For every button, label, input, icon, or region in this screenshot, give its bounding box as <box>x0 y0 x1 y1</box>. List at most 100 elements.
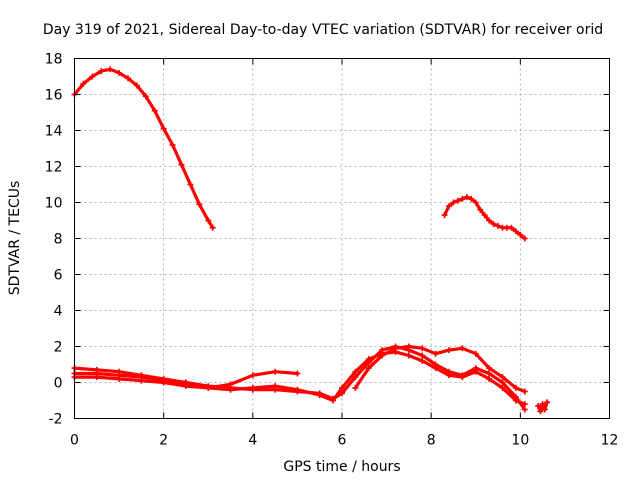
series-high-arc-early <box>71 66 216 231</box>
data-point <box>521 388 528 395</box>
data-point <box>508 224 515 231</box>
series-tail-cluster <box>535 399 551 415</box>
x-tick-label: 4 <box>248 433 257 449</box>
series-line <box>72 67 215 230</box>
data-point <box>392 345 399 352</box>
data-point <box>116 375 123 382</box>
data-point <box>249 384 256 391</box>
data-point <box>116 69 123 76</box>
data-point <box>521 401 528 408</box>
series-line <box>353 344 527 394</box>
data-point <box>446 372 452 379</box>
data-point <box>512 228 519 235</box>
data-point <box>178 161 185 168</box>
data-point <box>486 365 493 372</box>
data-point <box>521 406 528 413</box>
data-point <box>272 383 279 390</box>
data-point <box>512 397 519 404</box>
series-high-arc-late <box>441 194 528 242</box>
x-tick-label: 8 <box>427 433 436 449</box>
x-tick-label: 12 <box>601 433 619 449</box>
data-point <box>151 107 158 114</box>
x-tick-label: 0 <box>70 433 79 449</box>
data-point <box>499 374 506 381</box>
data-point <box>187 181 194 188</box>
data-point <box>294 386 301 393</box>
x-tick-label: 2 <box>159 433 168 449</box>
data-point <box>160 379 167 386</box>
y-tick-label: 4 <box>54 304 63 320</box>
data-point <box>472 199 479 206</box>
data-point <box>459 345 466 352</box>
data-point <box>495 222 502 229</box>
data-point <box>486 375 493 382</box>
data-point <box>405 343 412 350</box>
y-tick-label: 10 <box>45 196 63 212</box>
y-tick-label: 6 <box>54 268 63 284</box>
data-point <box>209 224 216 231</box>
grid <box>74 58 610 419</box>
data-point <box>539 401 546 408</box>
y-tick-label: 12 <box>45 160 63 176</box>
data-point <box>468 195 475 202</box>
data-point <box>205 217 212 224</box>
series-low-band-b <box>71 348 528 408</box>
data-point <box>98 68 105 75</box>
data-point <box>472 368 479 375</box>
data-point <box>419 345 426 352</box>
x-axis-label: GPS time / hours <box>283 459 400 475</box>
data-point <box>80 80 87 87</box>
data-point <box>463 194 470 201</box>
data-point <box>450 199 457 206</box>
data-point <box>477 206 484 213</box>
data-point <box>419 357 426 364</box>
series-line <box>72 344 527 412</box>
series-layer <box>71 66 551 415</box>
data-point <box>227 381 234 388</box>
data-point <box>107 66 114 73</box>
y-tick-label: 14 <box>45 124 63 140</box>
data-point <box>517 231 524 238</box>
data-point <box>160 125 167 132</box>
data-point <box>405 352 412 359</box>
series-line <box>72 350 527 406</box>
data-point <box>432 350 439 357</box>
data-point <box>512 384 519 391</box>
data-point <box>133 82 140 89</box>
y-tick-label: 8 <box>54 232 63 248</box>
data-point <box>499 379 506 386</box>
data-point <box>537 408 544 415</box>
y-axis-label: SDTVAR / TECUs <box>7 181 23 296</box>
data-point <box>339 384 345 391</box>
x-tick-label: 6 <box>338 433 347 449</box>
data-point <box>330 397 337 404</box>
data-point <box>142 93 149 100</box>
data-point <box>205 384 212 391</box>
data-point <box>93 374 100 381</box>
y-tick-label: 16 <box>45 88 63 104</box>
data-point <box>196 201 203 208</box>
data-point <box>365 365 372 372</box>
y-axis-tick-labels: -2 0 2 4 6 8 10 12 14 16 18 <box>45 52 63 428</box>
y-tick-label: -2 <box>49 412 63 428</box>
y-tick-label: 18 <box>45 52 63 68</box>
data-point <box>459 374 466 381</box>
x-tick-label: 10 <box>511 433 529 449</box>
data-point <box>125 75 131 82</box>
data-point <box>182 383 189 390</box>
data-point <box>419 352 426 359</box>
chart-title: Day 319 of 2021, Sidereal Day-to-day VTE… <box>43 22 603 38</box>
data-point <box>446 203 452 210</box>
data-point <box>89 73 96 80</box>
data-point <box>294 370 301 377</box>
data-point <box>535 402 542 409</box>
data-point <box>169 141 176 148</box>
y-tick-label: 2 <box>54 340 63 356</box>
data-point <box>352 384 359 391</box>
data-point <box>486 217 493 224</box>
data-point <box>138 377 145 384</box>
data-point <box>541 406 548 413</box>
series-low-band-d <box>352 343 528 395</box>
data-point <box>441 212 448 219</box>
